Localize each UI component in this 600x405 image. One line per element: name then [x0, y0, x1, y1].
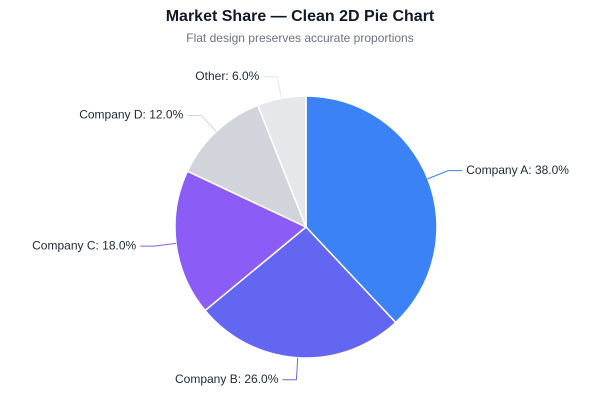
pie-slice — [305, 95, 438, 324]
leader-line — [263, 76, 282, 99]
leader-line — [427, 170, 463, 180]
slice-label: Company A: 38.0% — [466, 163, 569, 177]
pie-slice — [174, 170, 308, 312]
leader-line — [140, 242, 177, 247]
slice-label: Other: 6.0% — [195, 69, 259, 83]
leader-line — [282, 357, 299, 381]
chart-title: Market Share — Clean 2D Pie Chart — [166, 8, 435, 25]
slice-label: Company D: 12.0% — [79, 108, 183, 122]
pie-slice — [186, 104, 308, 229]
pie-slice — [204, 225, 397, 359]
slice-label: Company B: 26.0% — [175, 372, 279, 386]
slice-label: Company C: 18.0% — [32, 238, 136, 252]
chart-subtitle: Flat design preserves accurate proportio… — [186, 31, 413, 45]
leader-line — [187, 114, 217, 132]
